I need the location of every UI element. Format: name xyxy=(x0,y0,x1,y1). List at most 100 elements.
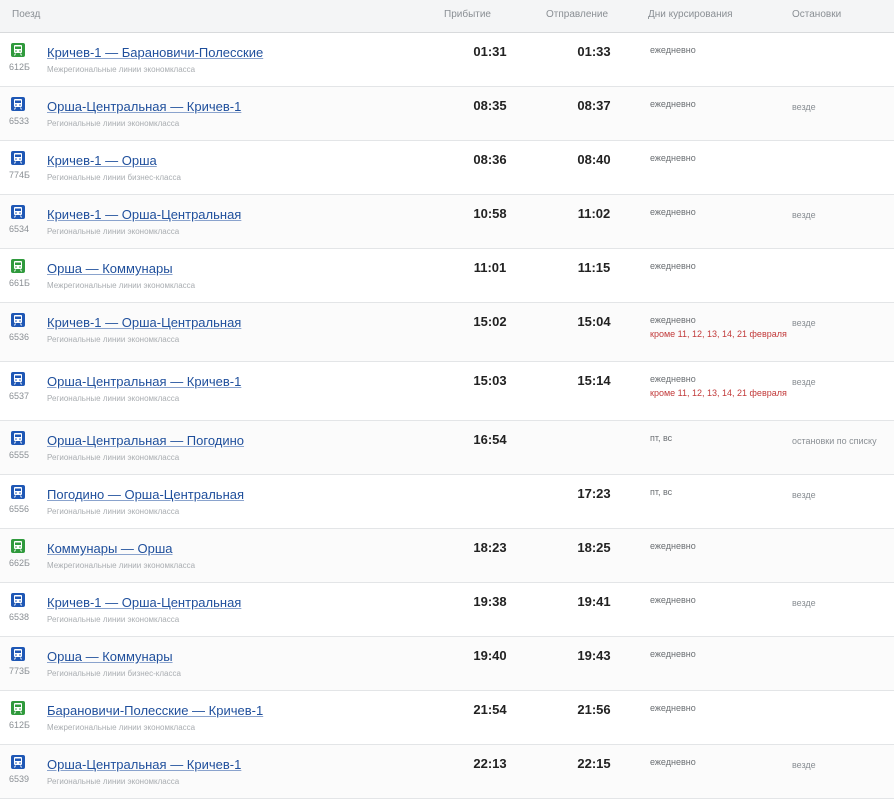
days-cell: ежедневно кроме 11, 12, 13, 14, 21 февра… xyxy=(646,362,788,420)
train-cell: 612Б Кричев-1 — Барановичи-Полесские Меж… xyxy=(0,33,438,86)
stops-text: везде xyxy=(792,377,816,387)
arrival-time: 21:54 xyxy=(473,702,507,717)
route-link[interactable]: Орша — Коммунары xyxy=(47,261,173,276)
route-link[interactable]: Барановичи-Полесские — Кричев-1 xyxy=(47,703,264,718)
route-link[interactable]: Коммунары — Орша xyxy=(47,541,173,556)
train-number: 6536 xyxy=(9,332,30,342)
route-link[interactable]: Кричев-1 — Орша-Центральная xyxy=(47,315,242,330)
departure-time: 22:15 xyxy=(577,756,611,771)
departure-time: 18:25 xyxy=(577,540,611,555)
route-link[interactable]: Кричев-1 — Орша-Центральная xyxy=(47,595,242,610)
header-arrival[interactable]: Прибытие xyxy=(444,9,491,20)
arrival-time: 19:38 xyxy=(473,594,507,609)
arrival-time: 10:58 xyxy=(473,206,507,221)
table-row: 6534 Кричев-1 — Орша-Центральная Региона… xyxy=(0,195,894,249)
blue-train-icon xyxy=(11,372,25,386)
arrival-time: 15:03 xyxy=(473,373,507,388)
arrival-time: 22:13 xyxy=(473,756,507,771)
train-cell: 773Б Орша — Коммунары Региональные линии… xyxy=(0,637,438,690)
train-number: 612Б xyxy=(9,62,30,72)
stops-text: остановки по списку xyxy=(792,436,877,446)
train-cell: 774Б Кричев-1 — Орша Региональные линии … xyxy=(0,141,438,194)
route-link[interactable]: Кричев-1 — Орша xyxy=(47,153,157,168)
stops-text xyxy=(788,33,894,86)
stops-text: везде xyxy=(792,318,816,328)
table-row: 612Б Барановичи-Полесские — Кричев-1 Меж… xyxy=(0,691,894,745)
train-number: 6539 xyxy=(9,774,30,784)
table-row: 6537 Орша-Центральная — Кричев-1 Региона… xyxy=(0,362,894,421)
train-number: 6534 xyxy=(9,224,30,234)
header-train[interactable]: Поезд xyxy=(12,9,41,20)
train-number: 6556 xyxy=(9,504,30,514)
days-cell: пт, вс xyxy=(646,421,788,474)
days-cell: ежедневно xyxy=(646,33,788,86)
days-cell: ежедневно xyxy=(646,691,788,744)
table-row: 6555 Орша-Центральная — Погодино Региона… xyxy=(0,421,894,475)
table-row: 6533 Орша-Центральная — Кричев-1 Региона… xyxy=(0,87,894,141)
train-number: 662Б xyxy=(9,558,30,568)
days-text: ежедневно xyxy=(650,315,696,325)
train-number: 6533 xyxy=(9,116,30,126)
route-link[interactable]: Кричев-1 — Орша-Центральная xyxy=(47,207,242,222)
route-link[interactable]: Орша-Центральная — Кричев-1 xyxy=(47,99,242,114)
arrival-time: 08:35 xyxy=(473,98,507,113)
train-subtype: Межрегиональные линии экономкласса xyxy=(47,65,196,74)
header-departure[interactable]: Отправление xyxy=(546,9,609,20)
train-subtype: Межрегиональные линии экономкласса xyxy=(47,561,196,570)
train-cell: 6537 Орша-Центральная — Кричев-1 Региона… xyxy=(0,362,438,420)
days-cell: ежедневно xyxy=(646,195,788,248)
blue-train-icon xyxy=(11,151,25,165)
arrival-time: 16:54 xyxy=(473,432,507,447)
train-number: 6537 xyxy=(9,391,30,401)
arrival-time: 15:02 xyxy=(473,314,507,329)
arrival-time: 11:01 xyxy=(473,260,507,275)
stops-text xyxy=(788,141,894,194)
departure-time: 15:14 xyxy=(577,373,611,388)
stops-text: везде xyxy=(792,760,816,770)
train-subtype: Региональные линии экономкласса xyxy=(47,507,180,516)
train-number: 612Б xyxy=(9,720,30,730)
route-link[interactable]: Орша-Центральная — Кричев-1 xyxy=(47,374,242,389)
departure-time: 19:41 xyxy=(577,594,611,609)
days-text: ежедневно xyxy=(650,207,696,217)
train-cell: 6538 Кричев-1 — Орша-Центральная Региона… xyxy=(0,583,438,636)
departure-time: 01:33 xyxy=(577,44,611,59)
days-cell: ежедневно xyxy=(646,87,788,140)
departure-time: 11:15 xyxy=(577,260,611,275)
days-text: ежедневно xyxy=(650,595,696,605)
days-text: ежедневно xyxy=(650,99,696,109)
route-link[interactable]: Орша-Центральная — Кричев-1 xyxy=(47,757,242,772)
days-cell: ежедневно кроме 11, 12, 13, 14, 21 февра… xyxy=(646,303,788,361)
train-cell: 612Б Барановичи-Полесские — Кричев-1 Меж… xyxy=(0,691,438,744)
table-row: 6539 Орша-Центральная — Кричев-1 Региона… xyxy=(0,745,894,799)
train-cell: 6555 Орша-Центральная — Погодино Региона… xyxy=(0,421,438,474)
stops-text xyxy=(788,637,894,690)
route-link[interactable]: Орша-Центральная — Погодино xyxy=(47,433,245,448)
table-body: 612Б Кричев-1 — Барановичи-Полесские Меж… xyxy=(0,33,894,799)
header-stops[interactable]: Остановки xyxy=(792,9,842,20)
departure-time xyxy=(542,421,646,474)
train-cell: 6556 Погодино — Орша-Центральная Региона… xyxy=(0,475,438,528)
table-row: 6556 Погодино — Орша-Центральная Региона… xyxy=(0,475,894,529)
blue-train-icon xyxy=(11,431,25,445)
days-cell: ежедневно xyxy=(646,637,788,690)
header-days[interactable]: Дни курсирования xyxy=(648,9,733,20)
days-exceptions: кроме 11, 12, 13, 14, 21 февраля xyxy=(650,388,787,398)
table-row: 662Б Коммунары — Орша Межрегиональные ли… xyxy=(0,529,894,583)
days-cell: ежедневно xyxy=(646,529,788,582)
days-text: пт, вс xyxy=(650,433,673,443)
days-cell: пт, вс xyxy=(646,475,788,528)
days-text: ежедневно xyxy=(650,541,696,551)
route-link[interactable]: Кричев-1 — Барановичи-Полесские xyxy=(47,45,264,60)
departure-time: 21:56 xyxy=(577,702,611,717)
route-link[interactable]: Погодино — Орша-Центральная xyxy=(47,487,245,502)
departure-time: 08:40 xyxy=(577,152,611,167)
days-exceptions: кроме 11, 12, 13, 14, 21 февраля xyxy=(650,329,787,339)
train-number: 773Б xyxy=(9,666,30,676)
route-link[interactable]: Орша — Коммунары xyxy=(47,649,173,664)
train-subtype: Региональные линии бизнес-класса xyxy=(47,173,181,182)
departure-time: 15:04 xyxy=(577,314,611,329)
stops-text: везде xyxy=(792,598,816,608)
stops-text xyxy=(788,249,894,302)
